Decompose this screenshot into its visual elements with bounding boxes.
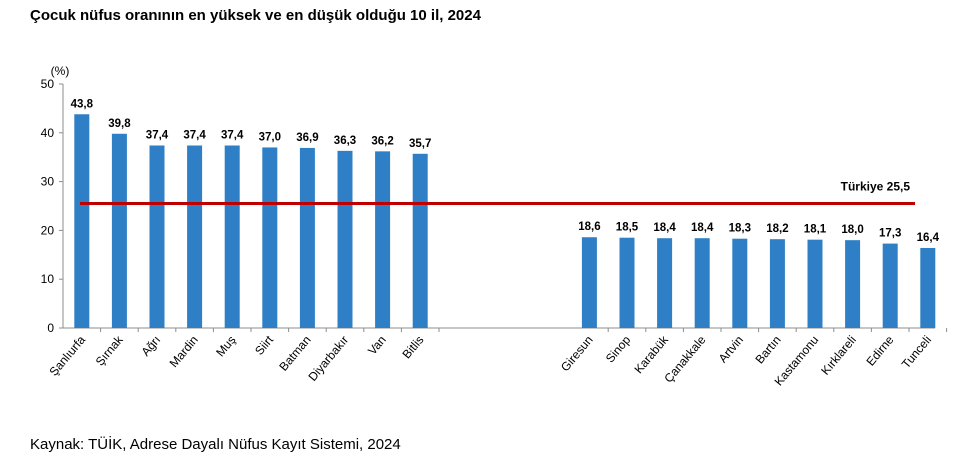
bar [807,239,823,328]
bar [882,243,898,328]
category-label: Bartın [752,333,783,367]
bar-value-label: 37,0 [259,131,281,143]
category-label: Diyarbakır [305,333,351,384]
category-label: Giresun [558,333,596,374]
y-tick-label: 20 [41,223,55,237]
category-label: Bitlis [399,333,426,361]
bar [845,240,861,328]
bar-value-label: 36,2 [371,135,393,147]
y-tick-label: 50 [41,77,55,91]
bar-value-label: 43,8 [71,98,94,110]
bar [337,150,353,328]
y-tick-label: 0 [47,321,54,335]
bar [262,147,278,328]
bar-value-label: 18,0 [841,224,863,236]
category-label: Van [365,333,389,358]
bar [149,145,165,328]
bar [187,145,203,328]
reference-line-label: Türkiye 25,5 [841,180,911,194]
bar-value-label: 37,4 [221,129,244,141]
category-label: Tunceli [899,333,934,371]
bar-value-label: 18,5 [616,222,639,234]
bar [581,237,597,328]
bar-value-label: 17,3 [879,228,901,240]
category-label: Şanlıurfa [46,333,88,379]
bar-value-label: 16,4 [917,232,940,244]
bar [299,147,315,328]
bar [224,145,240,328]
category-label: Edirne [863,333,896,369]
bar-value-label: 18,6 [578,221,600,233]
bar [619,237,635,328]
bar [375,151,391,328]
category-label: Kırklareli [818,333,859,378]
bar-value-label: 39,8 [108,118,131,130]
bar-value-label: 18,1 [804,224,827,236]
category-label: Siirt [252,332,276,357]
bar [657,238,673,328]
category-label: Artvin [716,333,746,366]
chart-title: Çocuk nüfus oranının en yüksek ve en düş… [30,7,481,24]
category-label: Batman [276,333,313,374]
bar-value-label: 36,3 [334,135,356,147]
bar [769,239,785,328]
bar [111,133,127,328]
bar [412,153,428,328]
bar-value-label: 18,2 [766,223,788,235]
bar-value-label: 35,7 [409,138,431,150]
bar [694,238,710,328]
y-tick-label: 40 [41,126,55,140]
bar [732,238,748,328]
bar-value-label: 37,4 [183,129,206,141]
bar-value-label: 18,4 [691,222,714,234]
bar-value-label: 37,4 [146,129,169,141]
source-note: Kaynak: TÜİK, Adrese Dayalı Nüfus Kayıt … [30,436,401,453]
bar-value-label: 18,4 [653,222,676,234]
y-tick-label: 30 [41,175,55,189]
category-label: Mardin [167,333,201,370]
category-label: Karabük [631,332,671,376]
bar-value-label: 36,9 [296,132,318,144]
bar-value-label: 18,3 [729,223,751,235]
y-axis-unit-label: (%) [51,64,70,78]
bar [74,114,90,328]
category-label: Sinop [603,333,634,366]
category-label: Muş [213,333,238,359]
category-label: Şırnak [93,332,127,368]
bar [920,247,936,328]
y-tick-label: 10 [41,272,55,286]
category-label: Ağrı [138,333,163,359]
